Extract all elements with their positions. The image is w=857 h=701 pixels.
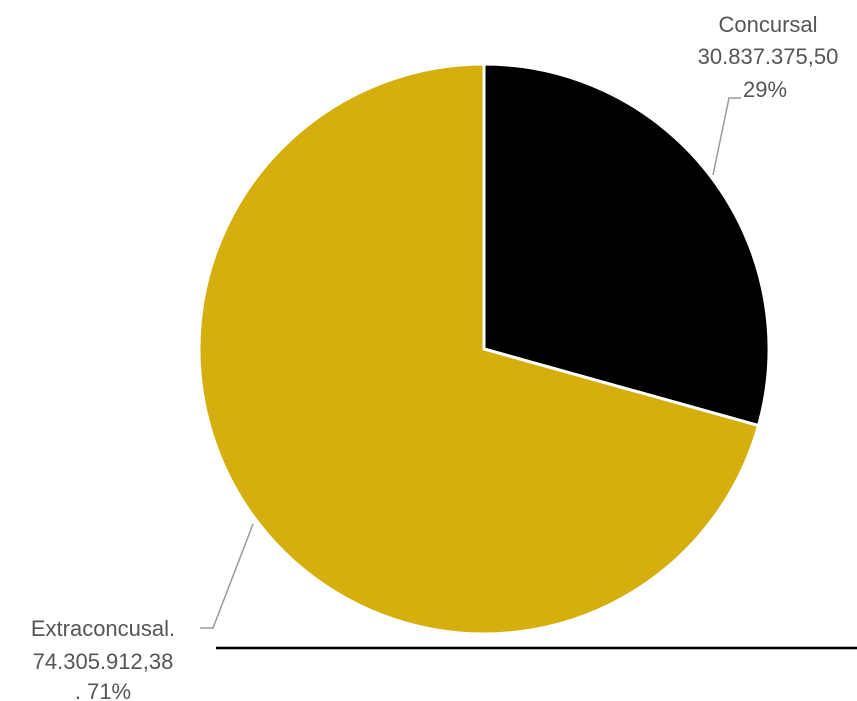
leader-line-1 — [200, 523, 254, 629]
pie-slice-0 — [482, 62, 771, 428]
label-concursal: Concursal 30.837.375,50 29% — [698, 12, 839, 102]
pie-slice-1 — [197, 62, 761, 636]
label-extraconcusal-value: 74.305.912,38 — [33, 649, 174, 674]
label-extraconcusal: Extraconcusal. 74.305.912,38 . 71% — [31, 616, 175, 701]
leader-line-0 — [712, 97, 741, 176]
pie-slices — [197, 62, 771, 636]
label-extraconcusal-category: Extraconcusal. — [31, 616, 175, 641]
leader-lines — [200, 97, 741, 629]
label-extraconcusal-percent: . 71% — [75, 679, 131, 701]
label-concursal-value: 30.837.375,50 — [698, 44, 839, 69]
label-concursal-category: Concursal — [718, 12, 817, 37]
label-concursal-percent: 29% — [743, 77, 787, 102]
